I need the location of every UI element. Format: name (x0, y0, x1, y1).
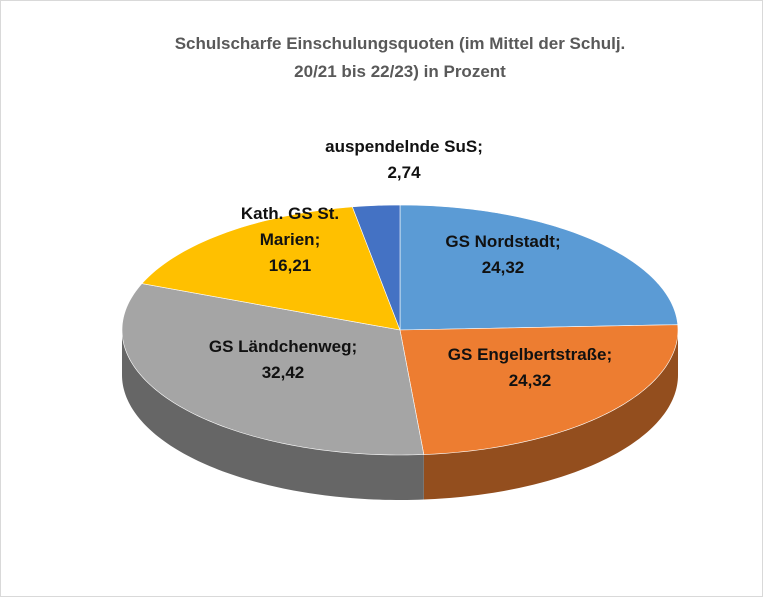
pie-slice (121, 283, 425, 456)
pie-slice (399, 204, 679, 331)
label-category: auspendelnde SuS (325, 137, 478, 156)
label-value: 24,32 (508, 371, 552, 390)
label-separator: ; (351, 337, 358, 356)
label-value: 16,21 (268, 256, 312, 275)
label-separator: ; (554, 232, 561, 251)
label-separator: ; (606, 345, 613, 364)
label-separator: ; (314, 230, 321, 249)
label-category: GS Engelbertstraße (447, 345, 607, 364)
data-label: auspendelnde SuS; 2,74 (325, 137, 483, 182)
label-value: 2,74 (387, 163, 421, 182)
data-label: GS Engelbertstraße; 24,32 (447, 345, 613, 390)
label-separator: ; (477, 137, 483, 156)
pie-slice (141, 206, 401, 331)
label-category: GS Nordstadt (445, 232, 555, 251)
data-label: GS Nordstadt; 24,32 (445, 232, 561, 277)
pie-slice-side (423, 330, 678, 500)
pie-slice-side (122, 330, 424, 500)
label-category: Kath. GS St. Marien (240, 204, 340, 249)
chart-title: 20/21 bis 22/23) in Prozent (294, 62, 506, 81)
label-value: 24,32 (481, 258, 525, 277)
pie-slice (399, 324, 679, 455)
label-category: GS Ländchenweg (208, 337, 352, 356)
data-label: GS Ländchenweg; 32,42 (208, 337, 358, 382)
data-label: Kath. GS St. Marien;16,21 (240, 204, 340, 275)
chart-title: Schulscharfe Einschulungsquoten (im Mitt… (175, 34, 626, 53)
pie-slice (351, 204, 401, 331)
label-value: 32,42 (261, 363, 305, 382)
